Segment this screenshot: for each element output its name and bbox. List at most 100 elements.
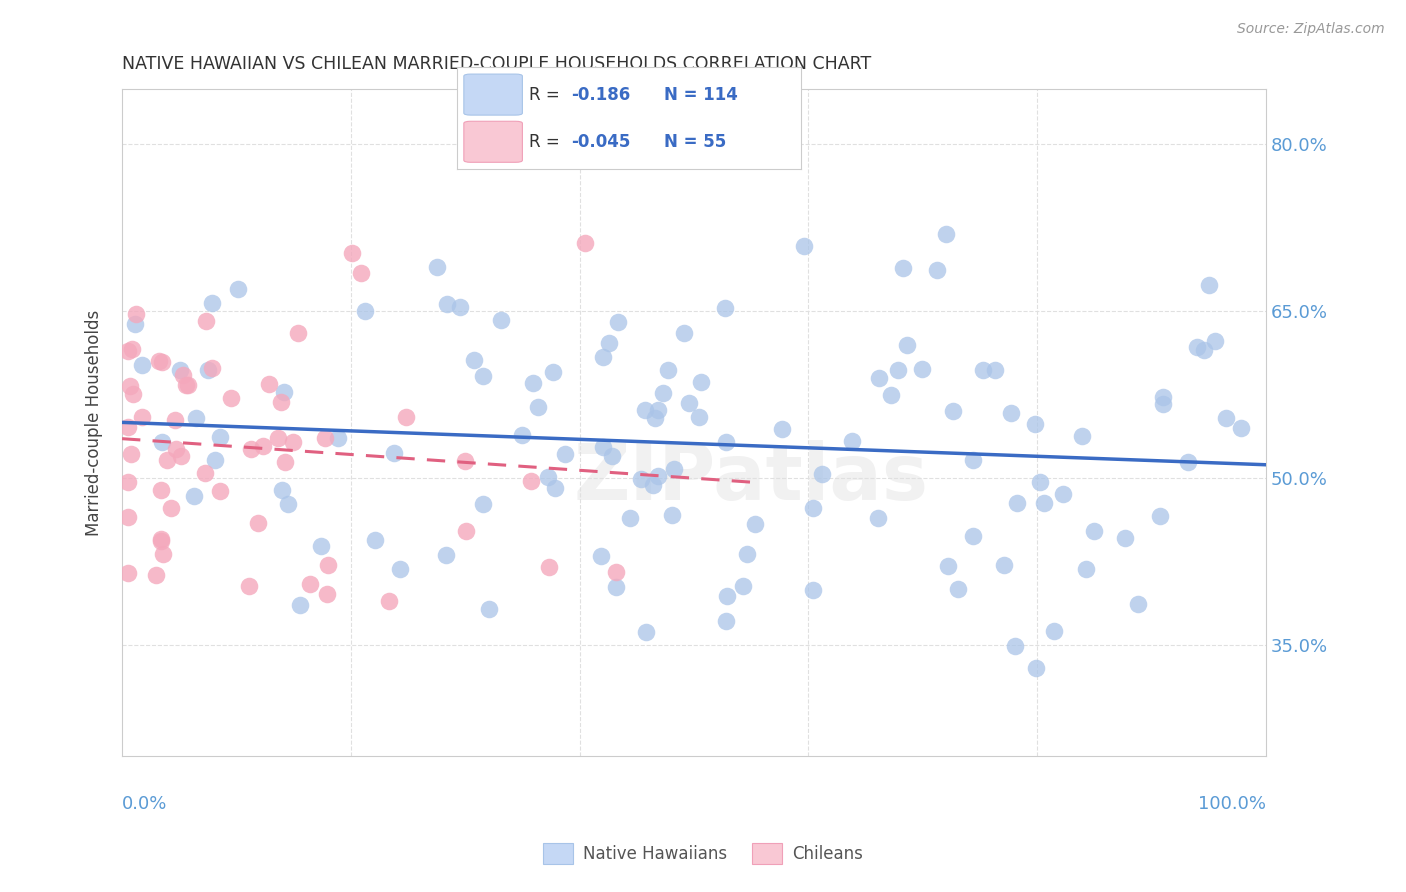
Point bbox=[155, 453, 177, 467]
Point bbox=[866, 511, 889, 525]
Point bbox=[350, 266, 373, 280]
Text: N = 55: N = 55 bbox=[664, 133, 725, 151]
Point bbox=[688, 409, 710, 424]
Point bbox=[159, 500, 181, 515]
Point bbox=[1004, 639, 1026, 653]
Point bbox=[226, 282, 249, 296]
Point bbox=[201, 296, 224, 310]
Point bbox=[935, 227, 957, 242]
Point bbox=[472, 368, 495, 383]
Point bbox=[117, 566, 139, 581]
Point bbox=[117, 420, 139, 434]
Y-axis label: Married-couple Households: Married-couple Households bbox=[86, 310, 103, 536]
Point bbox=[689, 376, 711, 390]
Point bbox=[925, 263, 948, 277]
Point bbox=[121, 342, 143, 356]
Text: ZIPatlas: ZIPatlas bbox=[574, 440, 928, 516]
Text: -0.045: -0.045 bbox=[571, 133, 630, 151]
Point bbox=[600, 450, 623, 464]
Point bbox=[299, 577, 322, 591]
Point bbox=[538, 559, 561, 574]
Point bbox=[436, 297, 458, 311]
Point bbox=[277, 497, 299, 511]
Point bbox=[270, 395, 292, 409]
Point bbox=[131, 409, 153, 424]
Point bbox=[519, 475, 541, 489]
Point bbox=[382, 446, 405, 460]
Point bbox=[1076, 562, 1098, 576]
Point bbox=[169, 363, 191, 377]
Point bbox=[591, 549, 613, 563]
Point bbox=[252, 438, 274, 452]
Point bbox=[257, 376, 280, 391]
Point bbox=[598, 335, 620, 350]
Point bbox=[801, 582, 824, 597]
Point bbox=[647, 469, 669, 483]
Point bbox=[238, 579, 260, 593]
Point bbox=[145, 567, 167, 582]
Point bbox=[1024, 417, 1046, 431]
Point bbox=[1152, 397, 1174, 411]
Point bbox=[1230, 420, 1253, 434]
Point bbox=[287, 326, 309, 340]
Point bbox=[267, 431, 290, 445]
Point bbox=[541, 365, 564, 379]
Point bbox=[1114, 532, 1136, 546]
Point bbox=[388, 562, 411, 576]
Point bbox=[454, 453, 477, 467]
Point bbox=[219, 391, 242, 405]
Point bbox=[195, 313, 218, 327]
Point bbox=[117, 475, 139, 489]
Point bbox=[472, 497, 495, 511]
Point bbox=[946, 582, 969, 597]
Point bbox=[117, 510, 139, 524]
Point bbox=[364, 533, 387, 547]
Point bbox=[271, 483, 294, 497]
Point bbox=[793, 239, 815, 253]
Point bbox=[634, 403, 657, 417]
Point bbox=[274, 455, 297, 469]
Point bbox=[662, 462, 685, 476]
Point bbox=[630, 472, 652, 486]
Point bbox=[574, 236, 596, 251]
Point bbox=[983, 363, 1005, 377]
Point bbox=[183, 489, 205, 503]
Point bbox=[714, 301, 737, 315]
Point bbox=[314, 432, 336, 446]
Point bbox=[125, 307, 148, 321]
Point bbox=[962, 453, 984, 467]
Point bbox=[208, 430, 231, 444]
Point bbox=[1005, 495, 1028, 509]
Point bbox=[936, 558, 959, 573]
Point bbox=[962, 529, 984, 543]
Point bbox=[117, 344, 139, 359]
Point bbox=[993, 558, 1015, 572]
Point bbox=[148, 354, 170, 368]
Point bbox=[744, 517, 766, 532]
Legend: Native Hawaiians, Chileans: Native Hawaiians, Chileans bbox=[536, 837, 870, 871]
Text: N = 114: N = 114 bbox=[664, 86, 738, 103]
Point bbox=[554, 447, 576, 461]
Point bbox=[1215, 410, 1237, 425]
Point bbox=[1000, 406, 1022, 420]
Point bbox=[316, 587, 339, 601]
Point bbox=[891, 260, 914, 275]
Point bbox=[204, 453, 226, 467]
Point bbox=[1185, 340, 1208, 354]
Text: 100.0%: 100.0% bbox=[1198, 796, 1265, 814]
Point bbox=[426, 260, 449, 275]
Point bbox=[605, 565, 627, 579]
Point bbox=[194, 467, 217, 481]
Point bbox=[149, 532, 172, 546]
Point bbox=[636, 625, 658, 640]
Point bbox=[247, 516, 270, 530]
Text: R =: R = bbox=[529, 86, 565, 103]
Point bbox=[657, 363, 679, 377]
Point bbox=[619, 511, 641, 525]
Point bbox=[449, 301, 471, 315]
Point bbox=[152, 548, 174, 562]
Point bbox=[770, 422, 793, 436]
Point bbox=[169, 450, 191, 464]
Point bbox=[714, 614, 737, 628]
Point bbox=[201, 360, 224, 375]
